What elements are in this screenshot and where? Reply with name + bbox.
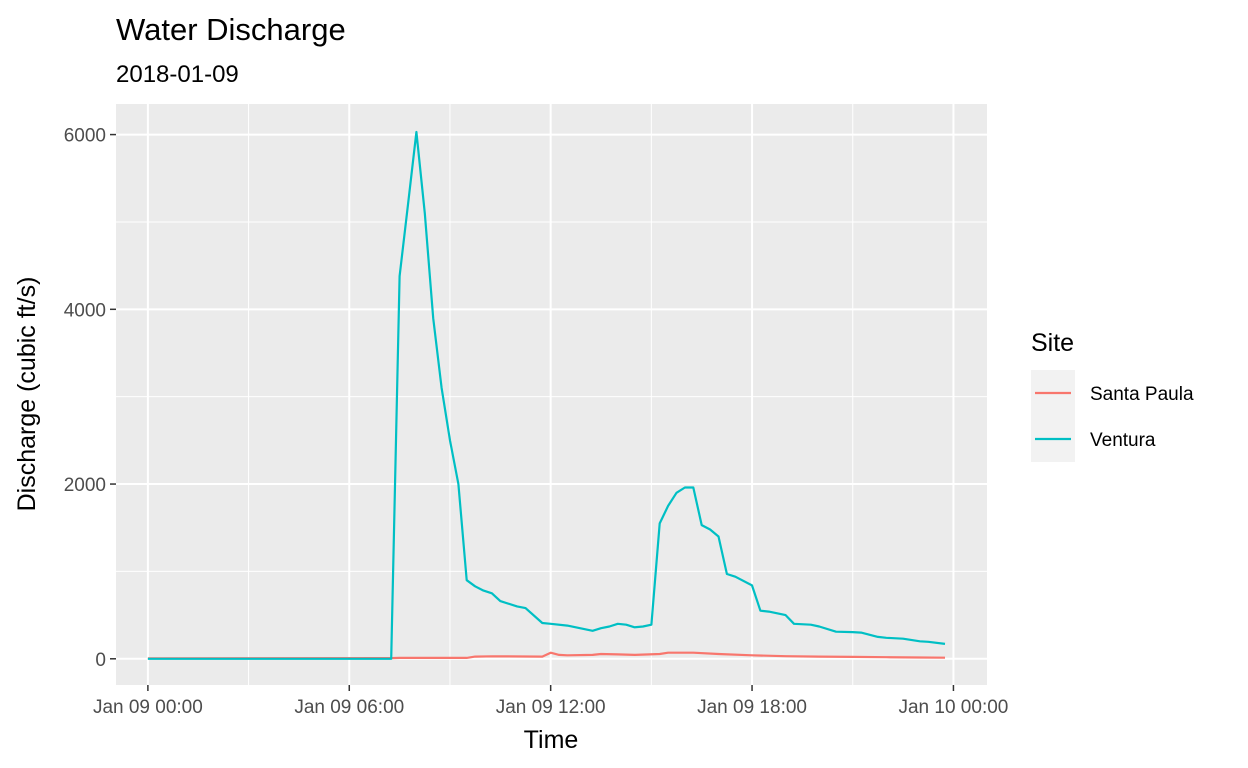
x-axis: Jan 09 00:00 Jan 09 06:00 Jan 09 12:00 Jan …: [93, 685, 1008, 718]
legend-title: Site: [1031, 329, 1074, 357]
x-tick-label: Jan 10 00:00: [898, 697, 1008, 718]
y-tick-label: 6000: [64, 126, 106, 147]
y-tick-label: 4000: [64, 300, 106, 321]
x-tick-label: Jan 09 00:00: [93, 697, 203, 718]
y-axis: 0 2000 4000 6000: [64, 126, 116, 671]
x-axis-title: Time: [524, 726, 579, 754]
y-tick-label: 0: [95, 650, 106, 671]
x-tick-label: Jan 09 18:00: [697, 697, 807, 718]
y-axis-title: Discharge (cubic ft/s): [13, 277, 41, 512]
legend-label: Santa Paula: [1090, 384, 1194, 405]
x-tick-label: Jan 09 12:00: [496, 697, 606, 718]
y-tick-label: 2000: [64, 475, 106, 496]
chart-subtitle: 2018-01-09: [116, 61, 239, 88]
chart-title: Water Discharge: [116, 12, 346, 47]
legend-label: Ventura: [1090, 430, 1156, 451]
x-tick-label: Jan 09 06:00: [294, 697, 404, 718]
legend-key-background: [1031, 370, 1075, 462]
legend: Site Santa Paula Ventura: [1031, 329, 1194, 462]
